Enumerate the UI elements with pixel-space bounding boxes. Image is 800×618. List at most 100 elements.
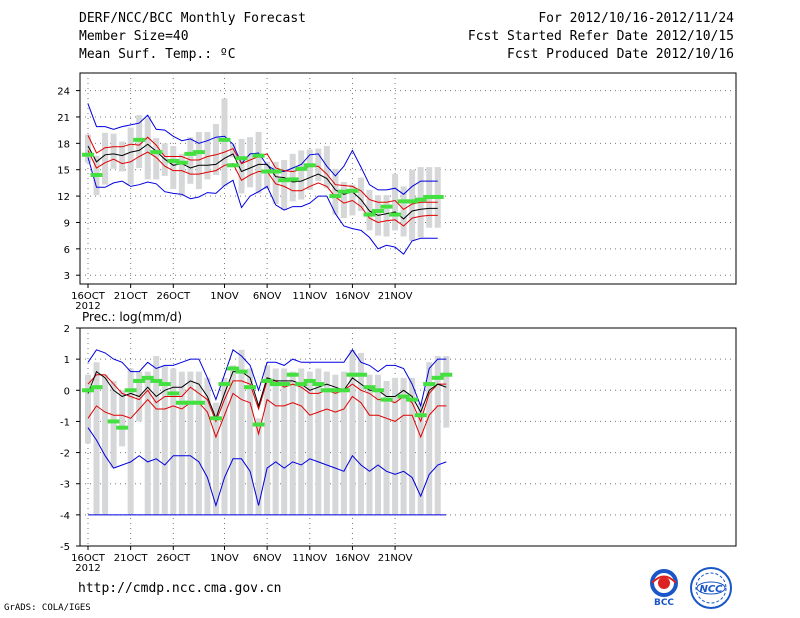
temp-xtick-label: 21OCT <box>114 291 149 302</box>
prec-spread-box <box>272 368 279 515</box>
prec-spread-box <box>417 402 424 515</box>
ncc-logo-text: NCC <box>699 584 723 595</box>
prec-spread-box <box>409 377 416 515</box>
temp-xtick-label: 16OCT <box>71 291 106 302</box>
prec-observed-mark <box>269 382 282 387</box>
temp-spread-box <box>119 141 126 172</box>
temp-spread-box <box>204 131 211 180</box>
temp-observed-mark <box>269 169 282 174</box>
prec-observed-mark <box>133 378 146 383</box>
temp-observed-mark <box>235 156 248 161</box>
prec-xtick-label: 21NOV <box>378 553 413 564</box>
prec-line-mean <box>87 370 447 420</box>
prec-spread-box <box>340 371 347 515</box>
prec-observed-mark <box>235 369 248 374</box>
prec-spread-box <box>255 418 262 515</box>
prec-observed-mark <box>175 400 188 405</box>
prec-observed-mark <box>116 425 129 430</box>
prec-line-max <box>87 348 447 408</box>
temp-observed-mark <box>423 194 436 199</box>
temp-ytick-label: 21 <box>57 113 70 124</box>
prec-xtick-label: 26OCT <box>156 553 191 564</box>
temp-ytick-label: 18 <box>57 139 70 150</box>
prec-spread-box <box>426 362 433 515</box>
prec-observed-mark <box>167 391 180 396</box>
temp-frame <box>79 72 737 285</box>
prec-spread-box <box>204 377 211 515</box>
prec-observed-mark <box>397 394 410 399</box>
temp-spread-box <box>323 145 330 189</box>
prec-xtick-label: 21OCT <box>114 553 149 564</box>
prec-spread-box <box>392 377 399 515</box>
prec-spread-box <box>264 365 271 515</box>
prec-spread-box <box>153 356 160 515</box>
prec-observed-mark <box>354 372 367 377</box>
prec-observed-mark <box>320 388 333 393</box>
temp-ytick-label: 9 <box>64 218 70 229</box>
temp-spread-box <box>238 138 245 194</box>
prec-observed-mark <box>158 382 171 387</box>
temp-observed-mark <box>389 212 402 217</box>
prec-observed-mark <box>184 400 197 405</box>
ncc-logo: NCC <box>690 567 732 609</box>
temp-spread-box <box>221 98 228 187</box>
temp-xtick-label: 1NOV <box>210 291 239 302</box>
prec-spread-box <box>434 356 441 515</box>
temp-xtick-label: 6NOV <box>253 291 282 302</box>
prec-observed-mark <box>312 382 325 387</box>
prec-spread-box <box>400 377 407 515</box>
temp-observed-mark <box>372 209 385 214</box>
prec-spread-box <box>127 368 134 515</box>
prec-observed-mark <box>252 422 265 427</box>
temp-spread-box <box>247 137 254 188</box>
temp-line-min <box>87 157 438 255</box>
prec-observed-mark <box>303 378 316 383</box>
fcst-produced-date: Fcst Produced Date 2012/10/16 <box>507 47 734 62</box>
prec-observed-mark <box>278 382 291 387</box>
temp-observed-mark <box>184 151 197 156</box>
temp-spread-box <box>340 182 347 219</box>
prec-ytick-label: -1 <box>60 417 70 428</box>
temp-xtick-label: 26OCT <box>156 291 191 302</box>
prec-spread-box <box>195 371 202 515</box>
prec-ytick-label: -3 <box>60 480 70 491</box>
prec-spread-box <box>161 365 168 515</box>
temp-spread-box <box>110 133 117 169</box>
grads-credit: GrADS: COLA/IGES <box>4 603 91 613</box>
prec-observed-mark <box>346 372 359 377</box>
prec-spread-box <box>375 374 382 515</box>
temp-observed-mark <box>167 158 180 163</box>
temp-observed-mark <box>303 163 316 168</box>
temp-xtick-label: 16NOV <box>335 291 370 302</box>
temp-observed-mark <box>133 137 146 142</box>
temp-spread-box <box>212 123 219 175</box>
temp-spread-box <box>102 132 109 185</box>
temp-observed-mark <box>218 137 231 142</box>
temp-line-max <box>87 103 438 195</box>
temp-spread-box <box>306 149 313 190</box>
prec-observed-mark <box>286 372 299 377</box>
temp-observed-mark <box>329 194 342 199</box>
prec-line-lower <box>87 392 447 439</box>
prec-spread-box <box>383 380 390 515</box>
prec-observed-mark <box>295 382 308 387</box>
prec-ytick-label: -2 <box>60 449 70 460</box>
temp-ytick-label: 6 <box>64 245 70 256</box>
temp-observed-mark <box>346 188 359 193</box>
source-url: http://cmdp.ncc.cma.gov.cn <box>78 581 282 596</box>
prec-observed-mark <box>372 388 385 393</box>
temp-spread-box <box>85 134 91 163</box>
prec-spread-box <box>85 374 91 444</box>
prec-spread-box <box>315 368 322 515</box>
prec-spread-box <box>178 371 185 515</box>
temp-observed-mark <box>337 189 350 194</box>
prec-observed-mark <box>431 375 444 380</box>
temp-observed-mark <box>150 150 163 155</box>
prec-frame <box>79 327 737 547</box>
prec-ytick-label: 0 <box>64 386 70 397</box>
prec-observed-mark <box>107 419 120 424</box>
temp-spread-box <box>315 148 322 182</box>
prec-observed-mark <box>440 372 453 377</box>
prec-spread-box <box>144 371 151 515</box>
